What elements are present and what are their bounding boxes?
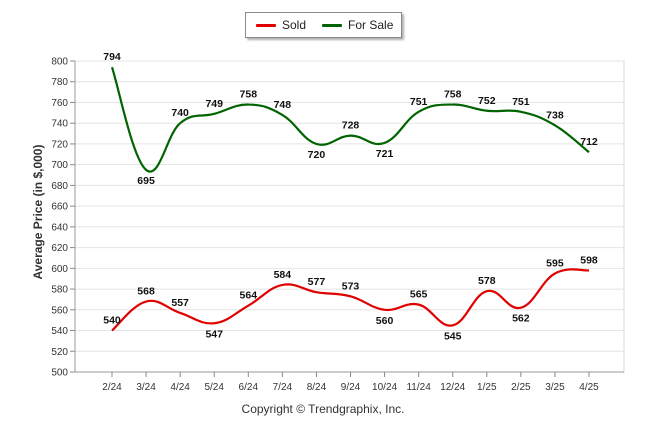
data-label-sold: 578: [478, 275, 496, 287]
y-tick-label: 800: [51, 57, 68, 68]
data-label-for-sale: 794: [103, 51, 121, 63]
data-label-sold: 595: [546, 258, 564, 270]
x-tick-label: 9/24: [341, 382, 361, 393]
data-label-for-sale: 720: [308, 149, 326, 161]
legend-item-sold[interactable]: Sold: [256, 18, 306, 32]
x-tick-label: 2/25: [511, 382, 531, 393]
data-label-for-sale: 758: [444, 89, 462, 101]
data-label-for-sale: 740: [171, 107, 189, 119]
data-label-sold: 568: [137, 286, 155, 298]
series-line-sold: [111, 268, 590, 332]
data-label-sold: 577: [308, 276, 326, 288]
data-label-for-sale: 728: [342, 120, 360, 132]
data-label-sold: 547: [205, 328, 223, 340]
data-label-for-sale: 712: [580, 136, 598, 148]
x-tick-label: 3/25: [545, 382, 565, 393]
data-label-sold: 573: [342, 280, 360, 292]
legend-swatch-sold: [256, 23, 276, 27]
plot-area: [74, 60, 625, 373]
legend-swatch-for-sale: [322, 23, 343, 27]
y-tick-label: 780: [51, 77, 68, 88]
x-tick-label: 2/24: [102, 382, 122, 393]
series-line-for-sale: [110, 66, 590, 173]
y-tick-label: 560: [51, 305, 68, 316]
y-tick-label: 540: [51, 326, 68, 337]
data-label-for-sale: 751: [512, 96, 530, 108]
series-lines: [110, 66, 590, 332]
data-label-sold: 545: [444, 330, 462, 342]
x-tick-label: 6/24: [239, 382, 259, 393]
x-tick-label: 5/24: [204, 382, 224, 393]
data-label-sold: 564: [240, 290, 258, 302]
data-label-sold: 598: [580, 254, 598, 266]
x-tick-label: 7/24: [273, 382, 293, 393]
y-tick-label: 660: [51, 202, 68, 213]
data-label-sold: 557: [171, 297, 189, 309]
legend: Sold For Sale: [245, 12, 402, 38]
data-label-for-sale: 721: [376, 148, 394, 160]
x-tick-label: 3/24: [136, 382, 156, 393]
y-tick-label: 500: [51, 368, 68, 379]
data-label-for-sale: 749: [205, 98, 223, 110]
data-label-sold: 560: [376, 315, 394, 327]
data-label-sold: 540: [103, 315, 121, 327]
legend-label-for-sale: For Sale: [348, 18, 394, 32]
x-tick-label: 4/24: [170, 382, 190, 393]
data-label-for-sale: 758: [240, 89, 258, 101]
data-label-for-sale: 695: [137, 175, 155, 187]
x-tick-label: 1/25: [477, 382, 497, 393]
y-tick-label: 700: [51, 160, 68, 171]
data-labels: 540 568 557 547 564 584 577 573 560 565 545 578 562 5…: [103, 51, 598, 342]
y-tick-label: 620: [51, 243, 68, 254]
y-tick-label: 680: [51, 181, 68, 192]
y-axis-title: Average Price (in $,000): [31, 144, 45, 280]
y-tick-label: 760: [51, 98, 68, 109]
x-tick-label: 8/24: [307, 382, 327, 393]
data-label-for-sale: 751: [410, 96, 428, 108]
y-tick-label: 600: [51, 264, 68, 275]
x-tick-label: 4/25: [579, 382, 599, 393]
y-tick-label: 720: [51, 139, 68, 150]
data-label-sold: 584: [274, 269, 292, 281]
x-tick-label: 11/24: [406, 382, 431, 393]
legend-label-sold: Sold: [282, 18, 307, 32]
y-tick-label: 580: [51, 285, 68, 296]
grid: [74, 60, 625, 373]
y-tick-label: 520: [51, 347, 68, 358]
data-label-for-sale: 738: [546, 109, 564, 121]
data-label-sold: 565: [410, 289, 428, 301]
data-label-sold: 562: [512, 313, 530, 325]
data-label-for-sale: 752: [478, 95, 496, 107]
y-tick-label: 640: [51, 222, 68, 233]
x-tick-label: 10/24: [372, 382, 397, 393]
axes: 500 520 540 560 580 600 620 640 660 680 700 720 740 7…: [51, 57, 624, 393]
legend-item-for-sale[interactable]: For Sale: [322, 18, 393, 32]
data-label-for-sale: 748: [274, 99, 292, 111]
x-tick-label: 12/24: [440, 382, 465, 393]
y-tick-label: 740: [51, 119, 68, 130]
copyright-text: Copyright © Trendgraphix, Inc.: [241, 402, 405, 416]
